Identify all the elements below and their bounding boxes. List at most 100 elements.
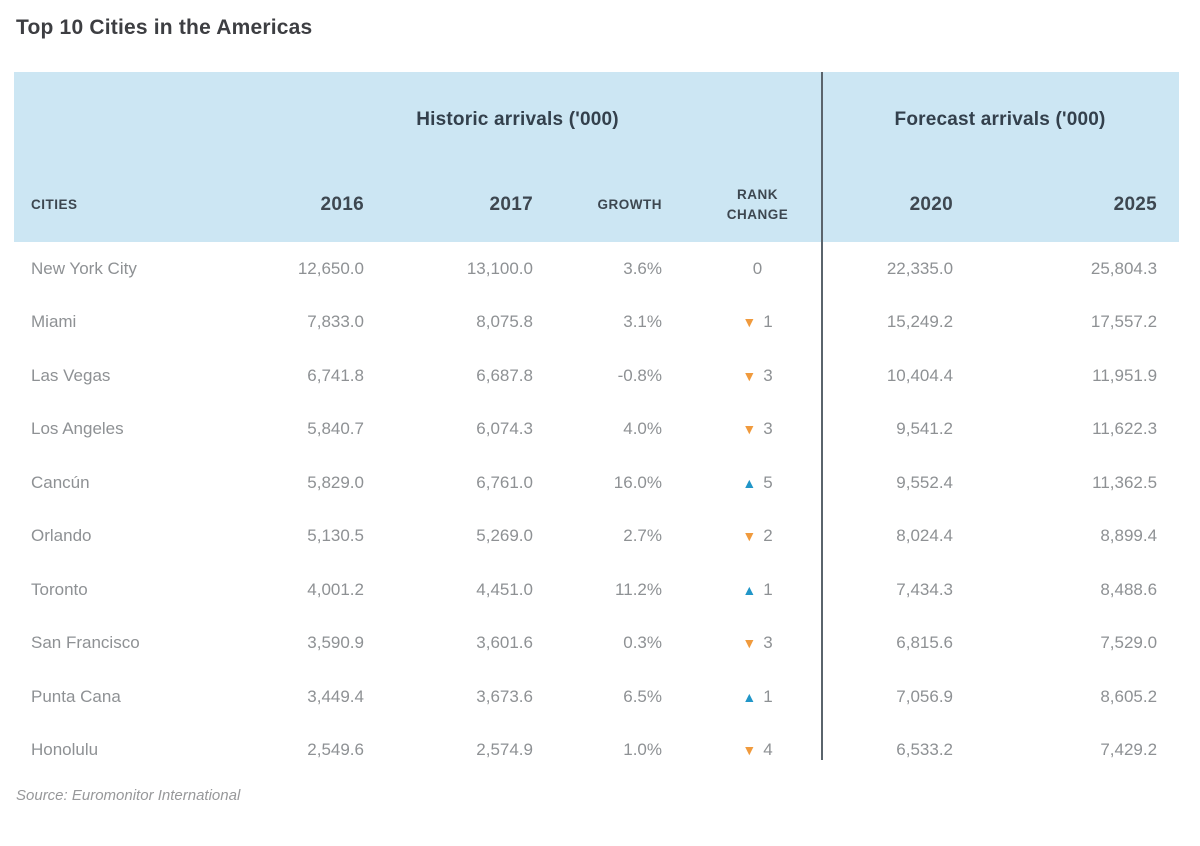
column-header-cities: CITIES bbox=[14, 167, 214, 242]
table-row: Cancún 5,829.0 6,761.0 16.0% ▲ 5 9,552.4… bbox=[14, 456, 1179, 510]
rank-change-cell: ▼ 3 bbox=[677, 617, 821, 671]
rank-change-value: 1 bbox=[763, 312, 773, 332]
city-cell: Orlando bbox=[31, 526, 92, 546]
arrivals-2016-cell: 4,001.2 bbox=[307, 579, 364, 599]
arrivals-2017-cell: 8,075.8 bbox=[476, 312, 533, 332]
arrivals-2020-cell: 6,815.6 bbox=[896, 633, 954, 653]
table-row: New York City 12,650.0 13,100.0 3.6% 0 2… bbox=[14, 242, 1179, 296]
arrivals-2020-cell: 8,024.4 bbox=[896, 526, 954, 546]
column-header-rank-change: RANK CHANGE bbox=[677, 167, 822, 242]
arrivals-2016-cell: 12,650.0 bbox=[297, 258, 364, 278]
rank-change-value: 4 bbox=[763, 740, 773, 760]
arrivals-2025-cell: 8,488.6 bbox=[1100, 579, 1158, 599]
table-row: San Francisco 3,590.9 3,601.6 0.3% ▼ 3 6… bbox=[14, 617, 1179, 671]
growth-cell: 1.0% bbox=[623, 740, 662, 760]
rank-change-cell: ▼ 3 bbox=[677, 403, 821, 457]
group-header-row: Historic arrivals ('000) Forecast arriva… bbox=[14, 72, 1180, 167]
arrivals-2025-cell: 25,804.3 bbox=[1090, 258, 1158, 278]
arrivals-2020-cell: 15,249.2 bbox=[886, 312, 954, 332]
city-cell: San Francisco bbox=[31, 633, 140, 653]
rank-triangle-icon: ▼ bbox=[742, 367, 757, 384]
table-row: Las Vegas 6,741.8 6,687.8 -0.8% ▼ 3 10,4… bbox=[14, 349, 1179, 403]
rank-change-value: 0 bbox=[752, 258, 763, 278]
arrivals-2020-cell: 9,552.4 bbox=[896, 472, 954, 492]
growth-cell: 3.6% bbox=[623, 258, 662, 278]
rank-change-cell: ▲ 1 bbox=[677, 563, 821, 617]
rank-change-cell: ▼ 3 bbox=[677, 349, 821, 403]
arrivals-2017-cell: 3,601.6 bbox=[476, 633, 533, 653]
column-header-2025: 2025 bbox=[968, 167, 1180, 242]
growth-cell: 16.0% bbox=[613, 472, 662, 492]
arrivals-2017-cell: 2,574.9 bbox=[476, 740, 533, 760]
group-header-forecast: Forecast arrivals ('000) bbox=[821, 72, 1180, 167]
section-divider bbox=[821, 72, 823, 760]
column-header-2017: 2017 bbox=[379, 167, 548, 242]
rank-change-value: 1 bbox=[763, 579, 773, 599]
growth-cell: 4.0% bbox=[623, 419, 662, 439]
source-note: Source: Euromonitor International bbox=[16, 787, 241, 804]
rank-change-cell: ▲ 1 bbox=[677, 670, 821, 724]
table-row: Toronto 4,001.2 4,451.0 11.2% ▲ 1 7,434.… bbox=[14, 563, 1179, 617]
arrivals-2017-cell: 4,451.0 bbox=[476, 579, 533, 599]
rank-change-value: 3 bbox=[763, 365, 773, 385]
arrivals-2025-cell: 8,605.2 bbox=[1100, 686, 1158, 706]
rank-change-cell: ▼ 4 bbox=[677, 724, 821, 778]
arrivals-2016-cell: 3,590.9 bbox=[307, 633, 364, 653]
table-row: Miami 7,833.0 8,075.8 3.1% ▼ 1 15,249.2 … bbox=[14, 296, 1179, 350]
rank-change-value: 3 bbox=[763, 633, 773, 653]
rank-triangle-icon: ▼ bbox=[742, 635, 757, 652]
rank-change-cell: ▲ 5 bbox=[677, 456, 821, 510]
city-cell: Miami bbox=[31, 312, 77, 332]
city-cell: Los Angeles bbox=[31, 419, 124, 439]
rank-triangle-icon: ▼ bbox=[742, 528, 757, 545]
page-title: Top 10 Cities in the Americas bbox=[16, 16, 313, 39]
table-row: Orlando 5,130.5 5,269.0 2.7% ▼ 2 8,024.4… bbox=[14, 510, 1179, 564]
rank-change-value: 5 bbox=[763, 472, 773, 492]
rank-change-value: 2 bbox=[763, 526, 773, 546]
forecast-arrivals-label: Forecast arrivals ('000) bbox=[894, 108, 1106, 130]
rank-triangle-icon: ▲ bbox=[742, 581, 757, 598]
historic-arrivals-label: Historic arrivals ('000) bbox=[416, 108, 619, 130]
rank-triangle-icon: ▲ bbox=[742, 688, 757, 705]
arrivals-2020-cell: 22,335.0 bbox=[886, 258, 954, 278]
arrivals-2017-cell: 6,074.3 bbox=[476, 419, 533, 439]
top-cities-table: Historic arrivals ('000) Forecast arriva… bbox=[14, 72, 1180, 777]
growth-cell: 6.5% bbox=[623, 686, 662, 706]
rank-change-value: 1 bbox=[763, 686, 773, 706]
rank-triangle-icon: ▼ bbox=[742, 314, 757, 331]
growth-cell: -0.8% bbox=[617, 365, 662, 385]
group-header-historic: Historic arrivals ('000) bbox=[214, 72, 822, 167]
table-row: Punta Cana 3,449.4 3,673.6 6.5% ▲ 1 7,05… bbox=[14, 670, 1179, 724]
arrivals-2020-cell: 6,533.2 bbox=[896, 740, 954, 760]
table-row: Los Angeles 5,840.7 6,074.3 4.0% ▼ 3 9,5… bbox=[14, 403, 1179, 457]
column-header-growth: GROWTH bbox=[548, 167, 677, 242]
rank-triangle-icon: ▼ bbox=[742, 421, 757, 438]
arrivals-2017-cell: 3,673.6 bbox=[476, 686, 533, 706]
arrivals-2025-cell: 11,362.5 bbox=[1092, 472, 1158, 492]
rank-change-cell: ▼ 2 bbox=[677, 510, 821, 564]
arrivals-2020-cell: 10,404.4 bbox=[886, 365, 954, 385]
arrivals-2016-cell: 5,130.5 bbox=[307, 526, 364, 546]
arrivals-table: Historic arrivals ('000) Forecast arriva… bbox=[14, 72, 1180, 777]
arrivals-2016-cell: 5,840.7 bbox=[307, 419, 364, 439]
growth-cell: 0.3% bbox=[623, 633, 662, 653]
growth-cell: 3.1% bbox=[623, 312, 662, 332]
city-cell: Las Vegas bbox=[31, 365, 111, 385]
arrivals-2020-cell: 9,541.2 bbox=[896, 419, 954, 439]
arrivals-2025-cell: 11,622.3 bbox=[1092, 419, 1158, 439]
arrivals-2025-cell: 7,529.0 bbox=[1100, 633, 1158, 653]
rank-change-value: 3 bbox=[763, 419, 773, 439]
rank-change-cell: 0 bbox=[677, 242, 821, 296]
arrivals-2017-cell: 6,687.8 bbox=[476, 365, 533, 385]
table-body: New York City 12,650.0 13,100.0 3.6% 0 2… bbox=[14, 242, 1179, 777]
arrivals-2016-cell: 7,833.0 bbox=[307, 312, 364, 332]
arrivals-2020-cell: 7,056.9 bbox=[896, 686, 954, 706]
city-cell: Toronto bbox=[31, 579, 88, 599]
table-header: Historic arrivals ('000) Forecast arriva… bbox=[14, 72, 1180, 242]
column-header-row: CITIES 2016 2017 GROWTH RANK CHANGE 2020… bbox=[14, 167, 1180, 242]
arrivals-2016-cell: 3,449.4 bbox=[307, 686, 364, 706]
rank-triangle-icon: ▼ bbox=[742, 742, 757, 759]
arrivals-2017-cell: 5,269.0 bbox=[476, 526, 533, 546]
growth-cell: 2.7% bbox=[623, 526, 662, 546]
city-cell: New York City bbox=[31, 258, 137, 278]
